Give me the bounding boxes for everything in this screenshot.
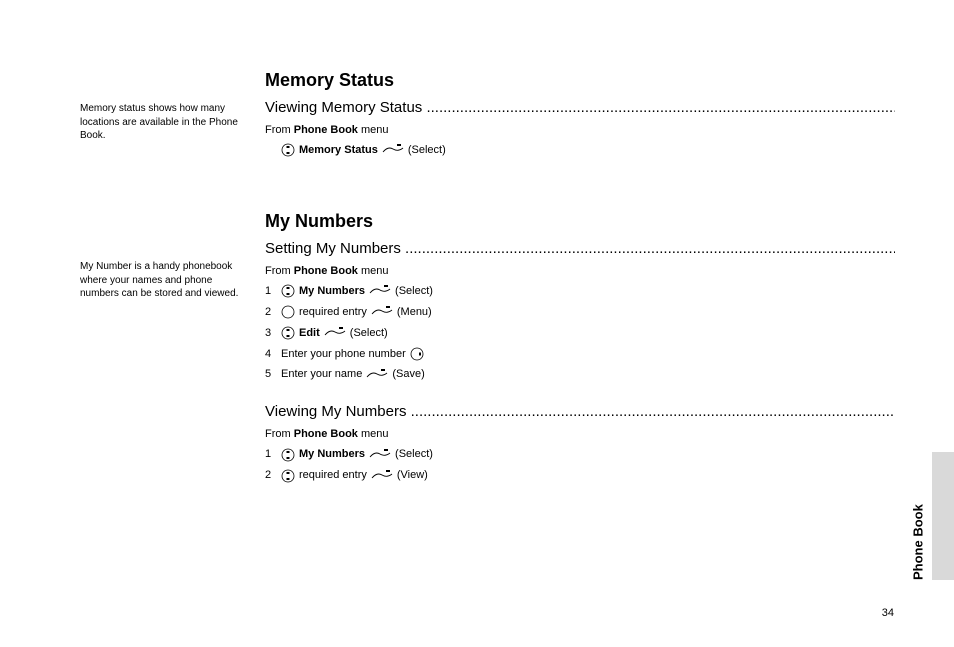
step-num: 1 — [265, 281, 277, 302]
nav-circle-icon — [281, 448, 295, 462]
step-row: Memory Status (Select) — [265, 140, 895, 161]
leader-dots: ........................................… — [426, 99, 895, 116]
step-row: 4 Enter your phone number — [265, 344, 895, 365]
softkey-icon — [366, 369, 388, 381]
softkey-icon — [324, 327, 346, 339]
subheading-label: Setting My Numbers — [265, 240, 405, 257]
step-num: 5 — [265, 364, 277, 385]
step-item: My Numbers — [299, 444, 365, 465]
spacer — [265, 161, 895, 211]
softkey-icon — [382, 144, 404, 156]
step-row: 1 My Numbers (Select) — [265, 444, 895, 465]
step-action: (Save) — [392, 364, 424, 385]
section-title-memory: Memory Status — [265, 70, 895, 91]
side-note-memory: Memory status shows how many locations a… — [80, 102, 245, 143]
side-tab — [932, 452, 954, 580]
section-title-mynumbers: My Numbers — [265, 211, 895, 232]
step-num: 2 — [265, 465, 277, 486]
step-text: Enter your name — [281, 364, 362, 385]
nav-circle-icon — [281, 326, 295, 340]
step-text: required entry — [299, 465, 367, 486]
from-text-b: Phone Book — [294, 124, 358, 136]
softkey-icon — [369, 285, 391, 297]
steps-setting: 1 My Numbers (Select) 2 required entry (… — [265, 281, 895, 385]
from-text-a: From — [265, 428, 294, 440]
step-row: 1 My Numbers (Select) — [265, 281, 895, 302]
from-text-b: Phone Book — [294, 265, 358, 277]
leader-dots: ........................................… — [411, 403, 895, 420]
from-line: From Phone Book menu — [265, 428, 895, 440]
spacer — [265, 385, 895, 403]
side-tab-label: Phone Book — [908, 452, 928, 580]
subheading-viewing-mynumbers: Viewing My Numbers .....................… — [265, 403, 895, 420]
subheading-label: Viewing My Numbers — [265, 403, 411, 420]
main-content: Memory Status Viewing Memory Status ....… — [265, 70, 895, 486]
nav-circle-side-icon — [410, 347, 424, 361]
from-text-c: menu — [358, 265, 389, 277]
steps-memory: Memory Status (Select) — [265, 140, 895, 161]
softkey-icon — [371, 306, 393, 318]
step-item: Memory Status — [299, 140, 378, 161]
nav-circle-icon — [281, 143, 295, 157]
step-row: 3 Edit (Select) — [265, 323, 895, 344]
step-action: (Select) — [350, 323, 388, 344]
subheading-label: Viewing Memory Status — [265, 99, 426, 116]
nav-circle-icon — [281, 284, 295, 298]
step-text: Enter your phone number — [281, 344, 406, 365]
nav-circle-empty-icon — [281, 305, 295, 319]
step-action: (Menu) — [397, 302, 432, 323]
from-line: From Phone Book menu — [265, 265, 895, 277]
step-row: 5 Enter your name (Save) — [265, 364, 895, 385]
step-item: My Numbers — [299, 281, 365, 302]
from-text-a: From — [265, 265, 294, 277]
softkey-icon — [371, 470, 393, 482]
step-num: 3 — [265, 323, 277, 344]
step-num: 1 — [265, 444, 277, 465]
from-text-a: From — [265, 124, 294, 136]
from-text-c: menu — [358, 124, 389, 136]
leader-dots: ........................................… — [405, 240, 895, 257]
step-row: 2 required entry (Menu) — [265, 302, 895, 323]
side-note-mynumbers: My Number is a handy phonebook where you… — [80, 260, 245, 301]
nav-circle-icon — [281, 469, 295, 483]
from-text-c: menu — [358, 428, 389, 440]
page-container: Memory status shows how many locations a… — [0, 0, 954, 647]
softkey-icon — [369, 449, 391, 461]
step-action: (Select) — [408, 140, 446, 161]
step-row: 2 required entry (View) — [265, 465, 895, 486]
step-action: (Select) — [395, 281, 433, 302]
subheading-setting-mynumbers: Setting My Numbers .....................… — [265, 240, 895, 257]
subheading-viewing-memory: Viewing Memory Status ..................… — [265, 99, 895, 116]
from-text-b: Phone Book — [294, 428, 358, 440]
step-item: Edit — [299, 323, 320, 344]
from-line: From Phone Book menu — [265, 124, 895, 136]
step-action: (Select) — [395, 444, 433, 465]
steps-viewing: 1 My Numbers (Select) 2 required entry (… — [265, 444, 895, 486]
page-number: 34 — [882, 607, 894, 619]
step-num: 4 — [265, 344, 277, 365]
step-text: required entry — [299, 302, 367, 323]
step-num: 2 — [265, 302, 277, 323]
step-action: (View) — [397, 465, 428, 486]
